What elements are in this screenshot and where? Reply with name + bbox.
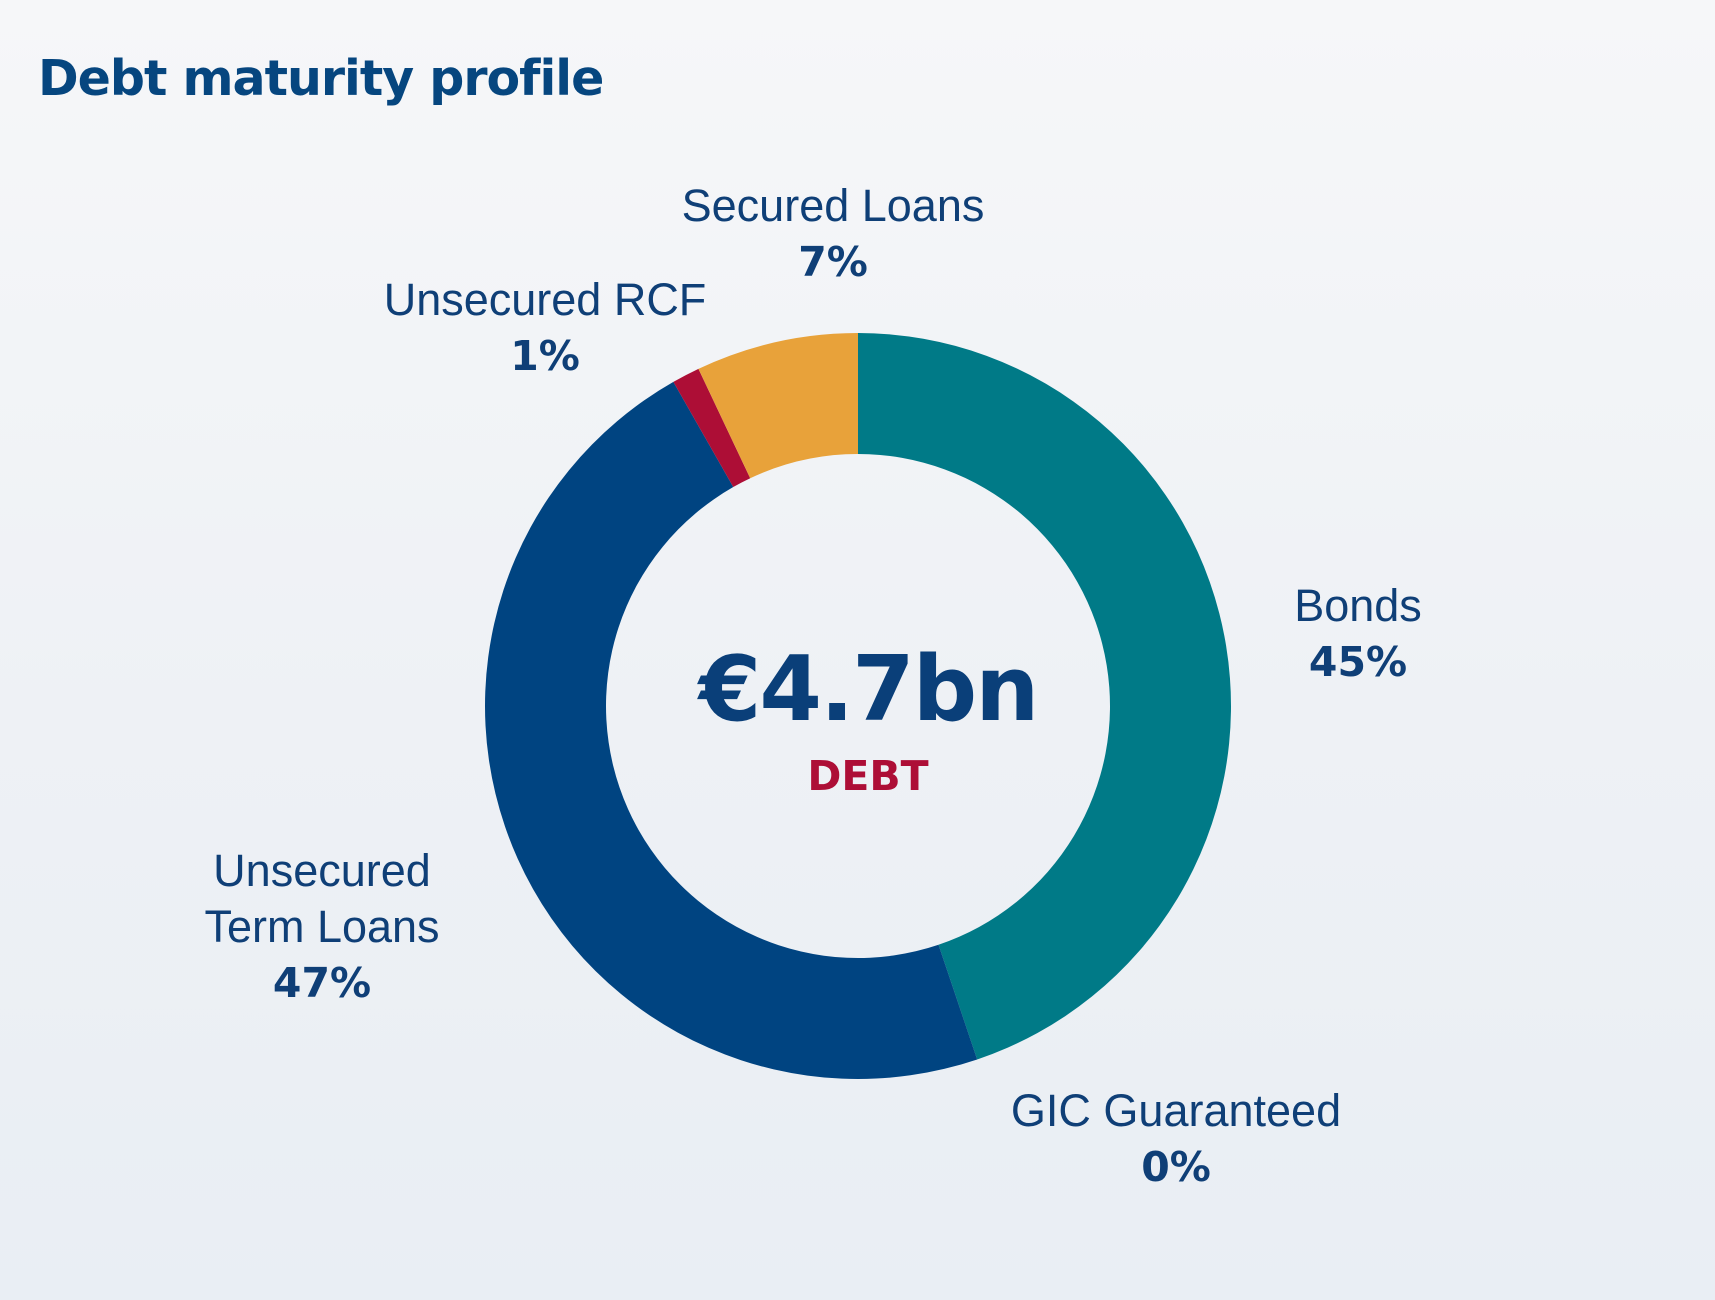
center-total: €4.7bn bbox=[698, 637, 1040, 742]
slice-label-gic-guaranteed: GIC Guaranteed 0% bbox=[1011, 1083, 1341, 1195]
slice-name-unsecured-term-loans: Unsecured Term Loans bbox=[204, 845, 440, 952]
donut-slice-unsecured-rcf bbox=[673, 368, 751, 488]
donut-slice-bonds bbox=[858, 333, 1232, 1060]
donut-slice-unsecured-term-loans bbox=[484, 381, 978, 1080]
slice-name-gic-guaranteed: GIC Guaranteed bbox=[1010, 1085, 1342, 1136]
slice-percent-unsecured-rcf: 1% bbox=[510, 332, 580, 380]
chart-title: Debt maturity profile bbox=[38, 50, 604, 107]
slice-percent-unsecured-term-loans: 47% bbox=[272, 959, 372, 1007]
slice-name-bonds: Bonds bbox=[1294, 580, 1422, 631]
slice-percent-secured-loans: 7% bbox=[798, 238, 868, 286]
slice-percent-bonds: 45% bbox=[1308, 638, 1408, 686]
slice-name-secured-loans: Secured Loans bbox=[681, 180, 985, 231]
slice-name-unsecured-rcf: Unsecured RCF bbox=[383, 274, 707, 325]
slice-label-unsecured-term-loans: Unsecured Term Loans 47% bbox=[204, 843, 439, 1011]
slice-label-secured-loans: Secured Loans 7% bbox=[682, 178, 985, 290]
donut-slice-secured-loans bbox=[698, 333, 858, 479]
slice-label-bonds: Bonds 45% bbox=[1294, 578, 1422, 690]
slice-percent-gic-guaranteed: 0% bbox=[1141, 1143, 1211, 1191]
slice-label-unsecured-rcf: Unsecured RCF 1% bbox=[384, 272, 707, 384]
center-caption: DEBT bbox=[807, 752, 929, 800]
